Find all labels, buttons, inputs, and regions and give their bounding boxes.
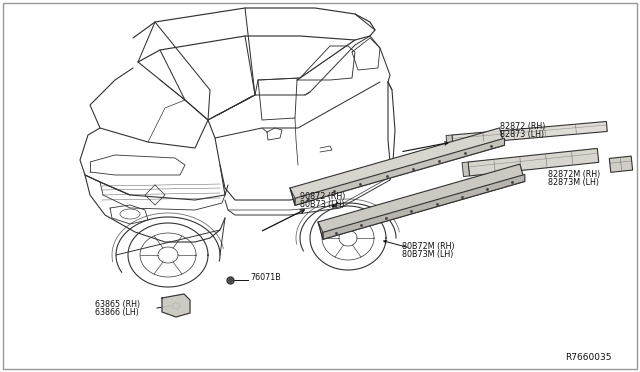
Polygon shape: [290, 128, 504, 205]
Polygon shape: [318, 164, 525, 239]
Polygon shape: [462, 162, 470, 177]
Polygon shape: [323, 174, 525, 239]
Text: 76071B: 76071B: [250, 273, 281, 282]
Polygon shape: [295, 138, 504, 205]
Polygon shape: [162, 294, 190, 317]
Text: 82872 (RH): 82872 (RH): [500, 122, 545, 131]
Text: 80B73M (LH): 80B73M (LH): [402, 250, 453, 259]
Text: 90872 (RH): 90872 (RH): [300, 192, 346, 201]
Text: 82873 (LH): 82873 (LH): [500, 130, 544, 139]
Text: 82873M (LH): 82873M (LH): [548, 178, 599, 187]
Text: R7660035: R7660035: [565, 353, 611, 362]
Polygon shape: [468, 148, 599, 176]
Polygon shape: [609, 156, 632, 172]
Text: 63865 (RH): 63865 (RH): [95, 300, 140, 309]
Text: 80B72M (RH): 80B72M (RH): [402, 242, 454, 251]
Text: 63866 (LH): 63866 (LH): [95, 308, 139, 317]
Polygon shape: [446, 135, 453, 145]
Text: 82872M (RH): 82872M (RH): [548, 170, 600, 179]
Text: 80B73 (LH): 80B73 (LH): [300, 200, 344, 209]
Polygon shape: [452, 122, 607, 145]
